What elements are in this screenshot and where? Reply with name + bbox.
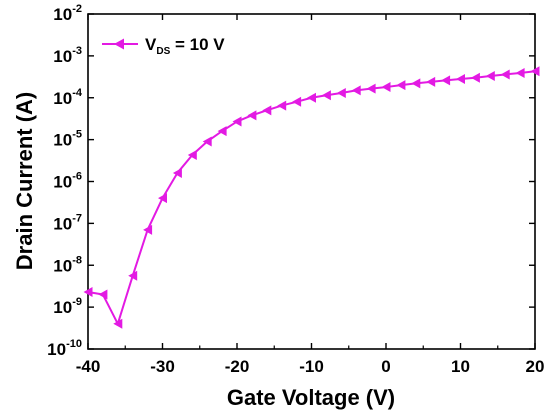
legend-marker	[114, 38, 124, 50]
plot-frame	[87, 13, 536, 350]
data-point	[172, 167, 182, 178]
data-point	[336, 87, 346, 98]
x-axis-title: Gate Voltage (V)	[227, 385, 395, 410]
data-point	[262, 105, 272, 116]
y-tick-label-base: 10	[53, 298, 72, 317]
data-point	[292, 96, 302, 107]
data-point	[83, 286, 93, 297]
y-axis-title: Drain Current (A)	[12, 92, 37, 270]
y-tick-label-base: 10	[53, 214, 72, 233]
data-point	[321, 90, 331, 101]
legend-label-main: V	[145, 35, 157, 54]
y-tick-label-base: 10	[53, 173, 72, 192]
series-line	[87, 70, 536, 325]
x-tick-label: -40	[76, 357, 101, 376]
y-tick-label-exponent: -10	[66, 338, 82, 350]
y-tick-label-base: 10	[53, 5, 72, 24]
data-point	[530, 66, 540, 77]
data-point	[470, 72, 480, 83]
y-tick-label: 10-2	[53, 3, 82, 24]
data-point	[158, 193, 167, 204]
y-tick-label-base: 10	[53, 89, 72, 108]
data-point	[128, 270, 138, 281]
y-tick-label-base: 10	[47, 340, 66, 359]
x-tick-label: 0	[381, 357, 390, 376]
y-tick-label: 10-3	[53, 45, 82, 66]
series-layer	[83, 66, 540, 329]
data-point	[307, 92, 316, 103]
data-point	[500, 69, 510, 80]
data-point	[217, 126, 227, 137]
data-point	[187, 149, 197, 160]
y-tick-label: 10-4	[53, 87, 83, 108]
data-point	[277, 100, 287, 111]
data-point	[456, 74, 465, 85]
legend-label: VDS = 10 V	[145, 35, 225, 57]
y-tick-label-base: 10	[53, 47, 72, 66]
y-tick-label-exponent: -5	[72, 129, 82, 141]
y-tick-label-base: 10	[53, 256, 72, 275]
y-tick-label-exponent: -3	[72, 45, 82, 57]
data-point	[381, 82, 391, 93]
x-tick-label: 20	[526, 357, 545, 376]
data-point	[143, 224, 153, 235]
x-tick-label: -20	[225, 357, 250, 376]
x-tick-label: -30	[150, 357, 175, 376]
legend-label-sub: DS	[156, 46, 170, 57]
data-point	[366, 83, 376, 94]
y-tick-label-exponent: -9	[72, 296, 82, 308]
y-tick-label: 10-7	[53, 212, 82, 233]
y-tick-label: 10-6	[53, 171, 82, 192]
legend-label-rest: = 10 V	[170, 35, 225, 54]
x-tick-label: 10	[451, 357, 470, 376]
y-tick-label-exponent: -6	[72, 171, 82, 183]
data-point	[113, 318, 123, 329]
data-point	[232, 116, 242, 127]
legend: VDS = 10 V	[102, 35, 225, 57]
data-point	[426, 76, 436, 87]
data-point	[515, 67, 525, 78]
data-point	[396, 80, 406, 91]
x-tick-label: -10	[299, 357, 324, 376]
y-tick-label-exponent: -8	[72, 254, 82, 266]
data-point	[441, 75, 451, 86]
x-axis-ticks: -40 -30 -20 -10 0 10 20	[76, 14, 545, 376]
data-point	[351, 85, 361, 96]
y-tick-label: 10-10	[47, 338, 82, 359]
y-tick-label-exponent: -4	[72, 87, 83, 99]
data-point	[485, 71, 495, 82]
y-tick-label-base: 10	[53, 131, 72, 150]
data-point	[98, 289, 108, 300]
y-tick-label: 10-5	[53, 129, 82, 150]
data-point	[202, 136, 212, 147]
y-tick-label-exponent: -7	[72, 212, 82, 224]
y-tick-label: 10-8	[53, 254, 82, 275]
y-tick-label-exponent: -2	[72, 3, 82, 15]
data-point	[411, 78, 421, 89]
data-point	[247, 110, 257, 121]
y-tick-label: 10-9	[53, 296, 82, 317]
